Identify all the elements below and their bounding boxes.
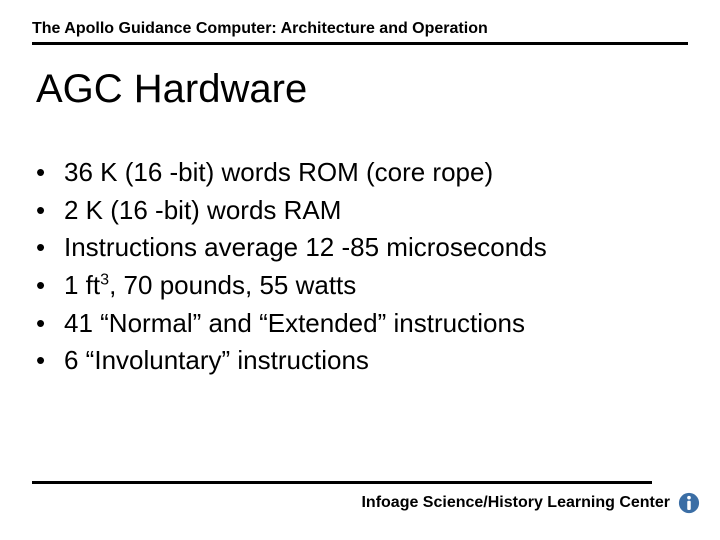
bullet-dot: • — [36, 154, 64, 192]
header-title: The Apollo Guidance Computer: Architectu… — [32, 20, 688, 42]
footer: Infoage Science/History Learning Center — [32, 481, 700, 514]
bullet-dot: • — [36, 305, 64, 343]
slide: The Apollo Guidance Computer: Architectu… — [0, 0, 720, 540]
list-item: • 36 K (16 -bit) words ROM (core rope) — [36, 154, 688, 192]
page-title: AGC Hardware — [36, 67, 688, 112]
bullet-text: Instructions average 12 -85 microseconds — [64, 229, 688, 267]
bullet-text: 1 ft3, 70 pounds, 55 watts — [64, 267, 688, 305]
footer-row: Infoage Science/History Learning Center — [32, 492, 700, 514]
bullet-dot: • — [36, 192, 64, 230]
list-item: • 6 “Involuntary” instructions — [36, 342, 688, 380]
info-icon — [678, 492, 700, 514]
bullet-dot: • — [36, 229, 64, 267]
list-item: • Instructions average 12 -85 microsecon… — [36, 229, 688, 267]
footer-text: Infoage Science/History Learning Center — [361, 494, 670, 512]
list-item: • 1 ft3, 70 pounds, 55 watts — [36, 267, 688, 305]
list-item: • 2 K (16 -bit) words RAM — [36, 192, 688, 230]
bullet-text: 6 “Involuntary” instructions — [64, 342, 688, 380]
header-rule — [32, 42, 688, 45]
bullet-dot: • — [36, 342, 64, 380]
footer-rule — [32, 481, 652, 484]
bullet-list: • 36 K (16 -bit) words ROM (core rope) •… — [36, 154, 688, 380]
bullet-text: 41 “Normal” and “Extended” instructions — [64, 305, 688, 343]
bullet-text: 36 K (16 -bit) words ROM (core rope) — [64, 154, 688, 192]
bullet-text: 2 K (16 -bit) words RAM — [64, 192, 688, 230]
list-item: • 41 “Normal” and “Extended” instruction… — [36, 305, 688, 343]
bullet-dot: • — [36, 267, 64, 305]
